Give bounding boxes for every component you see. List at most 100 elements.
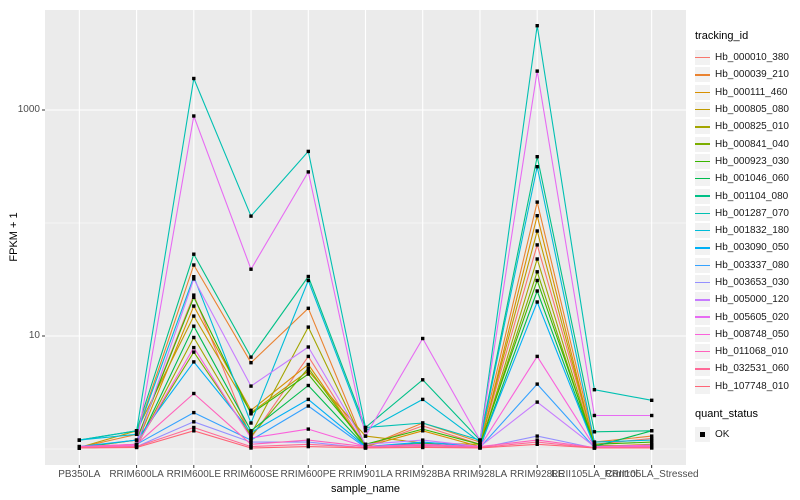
legend-item-label: Hb_003337_080	[715, 259, 789, 271]
data-point	[306, 149, 310, 154]
legend-color-line-icon	[695, 316, 710, 318]
legend-item: Hb_000111_460	[694, 84, 798, 101]
data-point	[421, 378, 425, 382]
legend-color-line-icon	[695, 74, 710, 76]
x-tick-label: RRIM928BA	[394, 469, 451, 480]
legend-item-label: Hb_001104_080	[715, 190, 789, 202]
data-point	[306, 372, 310, 376]
data-point	[192, 345, 196, 350]
data-point	[192, 263, 196, 267]
data-point	[535, 69, 539, 73]
data-point	[134, 438, 139, 442]
legend-item: Hb_000825_010	[694, 118, 798, 135]
data-point	[535, 229, 539, 233]
legend-key	[695, 50, 710, 66]
legend-key	[695, 326, 710, 342]
x-tick-label: RRII105LA_Stressed	[604, 469, 699, 480]
data-point	[306, 444, 310, 449]
legend-item-label: Hb_011068_010	[715, 346, 789, 358]
legend-item: Hb_001832_180	[694, 222, 798, 239]
data-point	[535, 400, 539, 404]
data-point	[535, 438, 539, 442]
data-point	[249, 436, 253, 440]
data-point	[249, 355, 253, 359]
data-point	[421, 445, 425, 450]
data-point	[535, 24, 539, 28]
legend-item-label: Hb_005605_020	[715, 311, 789, 323]
legend-item-label: Hb_001832_180	[715, 225, 789, 237]
data-point	[535, 214, 539, 218]
data-point	[192, 429, 196, 433]
legend-key	[695, 344, 710, 360]
data-point	[650, 438, 654, 442]
legend-item-label: Hb_000039_210	[715, 69, 789, 81]
data-point	[306, 369, 310, 373]
data-point	[192, 314, 196, 318]
data-point	[650, 413, 654, 418]
data-point	[306, 397, 310, 402]
data-point	[306, 354, 310, 359]
y-tick-label: 1000	[17, 104, 40, 115]
data-point	[306, 427, 310, 431]
legend-item: Hb_001046_060	[694, 170, 798, 187]
data-point	[306, 440, 310, 444]
data-point	[535, 257, 539, 261]
legend-item: Hb_001104_080	[694, 187, 798, 204]
data-point	[192, 391, 196, 396]
legend-key	[695, 102, 710, 118]
legend-item-label: OK	[715, 429, 730, 441]
legend-key	[695, 378, 710, 394]
data-point	[363, 446, 368, 450]
data-point	[535, 442, 539, 446]
legend-item-label: Hb_003653_030	[715, 277, 789, 288]
data-point	[192, 324, 196, 328]
data-point	[306, 345, 310, 349]
data-point	[77, 438, 81, 442]
legend-title-tracking-id: tracking_id	[695, 30, 749, 42]
legend-item-label: Hb_001287_070	[715, 207, 789, 219]
data-point	[592, 388, 597, 392]
data-point	[192, 420, 196, 424]
data-point	[306, 438, 310, 442]
legend-item: Hb_000039_210	[694, 66, 798, 83]
data-point	[192, 277, 196, 281]
data-point	[192, 293, 196, 297]
data-point	[249, 446, 253, 450]
legend-item: Hb_005000_120	[694, 291, 798, 308]
legend-key	[695, 223, 710, 239]
legend-key	[695, 205, 710, 221]
legend-item: Hb_032531_060	[694, 360, 798, 377]
data-point	[535, 440, 539, 444]
x-tick-label: RRIM600PE	[280, 469, 337, 480]
data-point	[421, 336, 425, 341]
legend-items: Hb_000010_380 Hb_000039_210 Hb_000111_460 H…	[694, 49, 798, 395]
data-point	[363, 442, 368, 446]
data-point	[535, 155, 539, 159]
data-point	[192, 295, 196, 299]
data-point	[478, 446, 482, 450]
data-point	[306, 383, 310, 388]
data-point	[192, 350, 196, 354]
data-point	[650, 440, 654, 444]
legend-key	[695, 136, 710, 152]
data-point	[249, 214, 253, 218]
legend-item-label: Hb_003090_050	[715, 242, 789, 254]
legend-key	[695, 257, 710, 273]
legend-key	[695, 427, 710, 443]
legend-item-label: Hb_005000_120	[715, 294, 789, 306]
y-axis-title: FPKM + 1	[8, 212, 20, 262]
legend-key	[695, 275, 710, 290]
x-tick-label: RRIM600SE	[223, 469, 279, 480]
data-point	[421, 438, 425, 442]
data-point	[192, 275, 196, 279]
legend-color-line-icon	[695, 351, 710, 353]
data-point	[363, 434, 368, 438]
legend-color-line-icon	[695, 56, 710, 59]
legend-item-label: Hb_000111_460	[715, 86, 788, 98]
data-point	[192, 335, 196, 340]
data-point	[592, 440, 597, 444]
legend-color-line-icon	[695, 299, 710, 301]
legend-color-line-icon	[695, 108, 710, 111]
data-point	[249, 408, 253, 412]
